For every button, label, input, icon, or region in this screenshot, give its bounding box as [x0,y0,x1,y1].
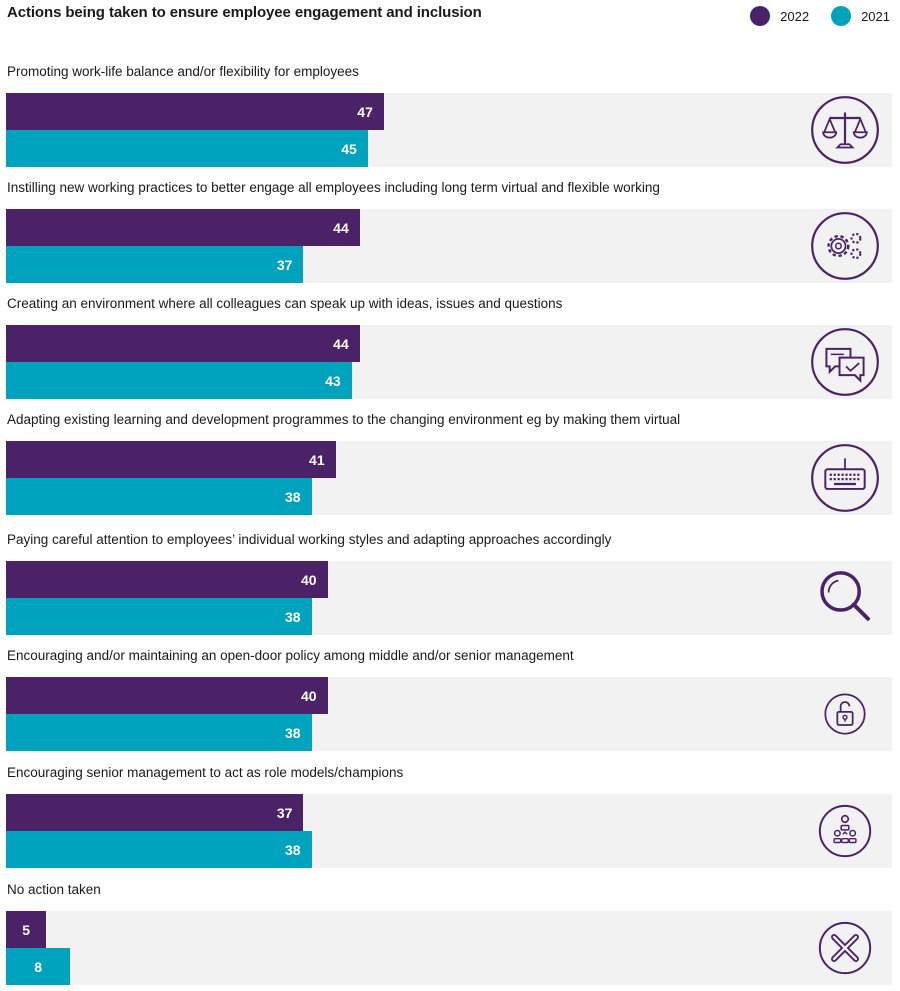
data-label-2022: 47 [357,103,373,120]
data-label-2021: 37 [276,256,293,273]
bar-2022: 47 [6,93,384,130]
bar-2021: 37 [6,246,304,283]
data-label-2021: 38 [284,724,301,741]
data-label-2021: 38 [284,608,301,625]
category-label: Creating an environment where all collea… [7,296,563,311]
data-label-2021: 38 [284,841,301,858]
bar-2022: 44 [6,209,360,246]
legend-label-2022: 2022 [780,8,810,24]
bar-2022: 40 [6,677,328,714]
data-label-2021: 38 [284,488,301,505]
legend-item-2022: 2022 [750,6,809,26]
data-label-2021: 45 [341,140,357,157]
bar-panel: 37 38 [6,794,892,868]
gears-icon [810,211,880,281]
bar-panel: 44 43 [6,325,892,399]
bar-panel: 40 38 [6,677,892,751]
data-label-2022: 37 [276,804,293,821]
bar-2021: 8 [6,948,71,985]
data-label-2021: 8 [34,958,43,975]
category-label: Adapting existing learning and developme… [7,412,681,427]
padlock-icon [810,679,880,749]
chart-title: Actions being taken to ensure employee e… [7,4,482,21]
bar-2022: 41 [6,441,336,478]
scales-icon [810,95,880,165]
bar-panel: 47 45 [6,93,892,167]
data-label-2022: 44 [333,219,349,236]
bar-2022: 37 [6,794,304,831]
bar-2021: 38 [6,714,312,751]
bar-2022: 40 [6,561,328,598]
legend-swatch-2022 [750,6,771,26]
data-label-2021: 43 [325,372,341,389]
bar-2022: 5 [6,911,47,948]
data-label-2022: 5 [22,921,30,938]
legend-item-2021: 2021 [831,6,890,26]
category-label: Encouraging senior management to act as … [7,765,404,780]
bar-2021: 38 [6,478,312,515]
category-label: Promoting work-life balance and/or flexi… [7,64,359,79]
cross-icon [810,913,880,983]
bar-2021: 43 [6,362,352,399]
bar-2022: 44 [6,325,360,362]
data-label-2022: 40 [301,687,317,704]
speech-bubbles-icon [810,327,880,397]
org-chart-icon [810,796,880,866]
keyboard-icon [810,443,880,513]
category-label: Instilling new working practices to bett… [7,180,660,195]
data-label-2022: 44 [333,335,349,352]
bar-panel: 44 37 [6,209,892,283]
magnifier-icon [810,563,880,633]
bar-panel: 41 38 [6,441,892,515]
legend-label-2021: 2021 [861,8,890,24]
legend: 2022 2021 [728,6,890,26]
data-label-2022: 40 [301,571,317,588]
bar-panel: 40 38 [6,561,892,635]
category-label: Paying careful attention to employees’ i… [7,532,612,547]
data-label-2022: 41 [309,451,325,468]
bar-2021: 38 [6,831,312,868]
bar-2021: 45 [6,130,368,167]
category-label: Encouraging and/or maintaining an open-d… [7,648,574,663]
bar-2021: 38 [6,598,312,635]
legend-swatch-2021 [831,6,852,26]
category-label: No action taken [7,882,101,897]
